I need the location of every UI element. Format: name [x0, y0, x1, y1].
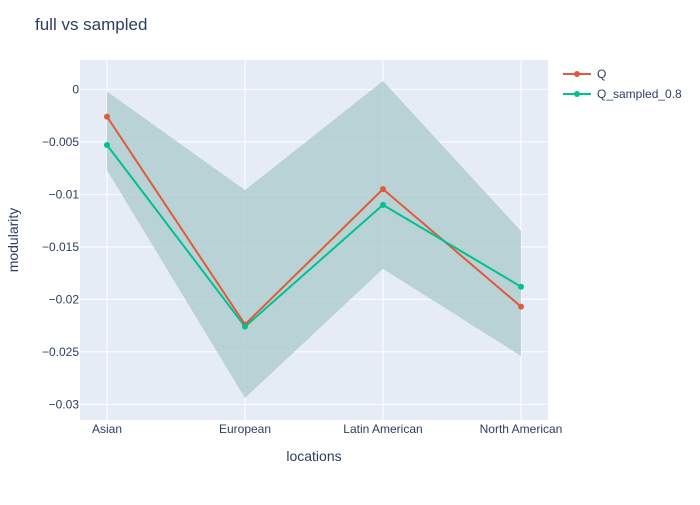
- x-tick-labels: Asian European Latin American North America…: [92, 422, 562, 436]
- y-tick-label: 0: [72, 82, 79, 96]
- band-area: [107, 80, 521, 398]
- series-line-1: [106, 144, 522, 328]
- legend-label-q-sampled: Q_sampled_0.8: [597, 87, 682, 101]
- y-tick-label: −0.01: [49, 187, 80, 201]
- x-tick-label: Asian: [92, 422, 122, 436]
- x-tick-label: European: [219, 422, 271, 436]
- x-axis-title: locations: [286, 448, 341, 464]
- legend-marker-q-sampled: [574, 91, 580, 97]
- legend-item-q-sampled[interactable]: Q_sampled_0.8: [563, 87, 682, 101]
- data-point: [104, 113, 110, 120]
- legend-marker-q: [574, 71, 580, 77]
- y-axis-title: modularity: [5, 208, 21, 273]
- data-point: [104, 142, 110, 149]
- y-tick-label: −0.005: [42, 135, 79, 149]
- x-tick-label: Latin American: [343, 422, 422, 436]
- x-tick-label: North American: [480, 422, 563, 436]
- data-point: [518, 283, 524, 290]
- data-point: [380, 186, 386, 193]
- data-point: [242, 323, 248, 330]
- data-point: [380, 201, 386, 208]
- series-points: [104, 113, 524, 330]
- y-tick-label: −0.015: [42, 240, 79, 254]
- y-tick-label: −0.025: [42, 345, 79, 359]
- series-lines: [106, 116, 522, 328]
- confidence-band: [107, 80, 521, 398]
- legend-label-q: Q: [597, 67, 606, 81]
- legend[interactable]: Q Q_sampled_0.8: [563, 67, 682, 101]
- data-point: [518, 303, 524, 310]
- chart-title: full vs sampled: [35, 15, 147, 34]
- legend-item-q[interactable]: Q: [563, 67, 606, 81]
- series-line-0: [106, 116, 522, 326]
- y-tick-label: −0.03: [49, 397, 80, 411]
- y-tick-label: −0.02: [49, 292, 80, 306]
- y-tick-labels: 0 −0.005 −0.01 −0.015 −0.02 −0.025 −0.03: [42, 82, 79, 411]
